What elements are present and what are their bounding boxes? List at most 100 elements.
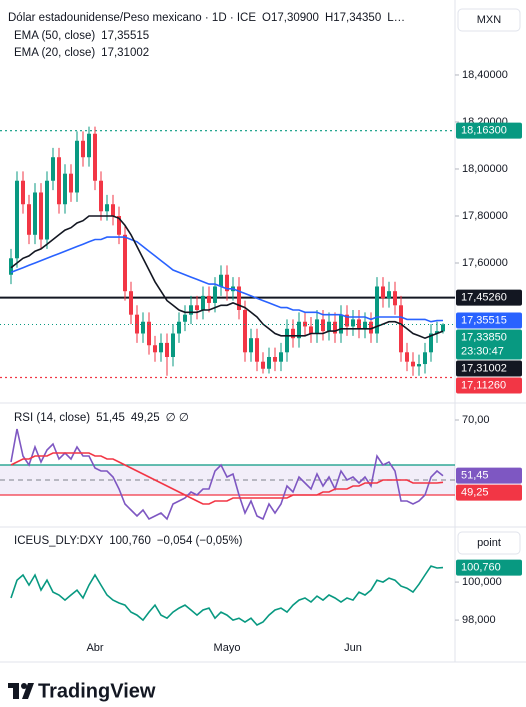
candle-body bbox=[315, 319, 319, 334]
price-tag-label: 17,11260 bbox=[461, 379, 506, 391]
candle-body bbox=[9, 258, 13, 275]
candle-body bbox=[75, 140, 79, 193]
series-line bbox=[10, 428, 444, 521]
candle-body bbox=[393, 291, 397, 306]
candle-body bbox=[171, 333, 175, 357]
candle-body bbox=[363, 321, 367, 329]
candle-body bbox=[21, 180, 25, 205]
y-tick-label: 100,000 bbox=[462, 576, 502, 588]
candle-body bbox=[15, 180, 19, 259]
candle-body bbox=[177, 321, 181, 334]
candle-body bbox=[165, 342, 169, 357]
brand-logo bbox=[8, 683, 34, 699]
legend-text: RSI (14, close) bbox=[14, 412, 90, 424]
series-line bbox=[10, 565, 444, 626]
candle-body bbox=[435, 331, 439, 334]
series-line bbox=[10, 215, 444, 340]
candle-body bbox=[129, 291, 133, 315]
candle-body bbox=[45, 180, 49, 240]
series-line bbox=[10, 236, 444, 323]
y-tick-label: 18,00000 bbox=[462, 163, 508, 175]
candle-body bbox=[81, 140, 85, 158]
x-tick-label: Jun bbox=[344, 642, 362, 654]
candle-body bbox=[321, 319, 325, 332]
candle-body bbox=[57, 157, 61, 205]
candle-body bbox=[99, 180, 103, 212]
candle-body bbox=[243, 309, 247, 353]
candle-body bbox=[351, 319, 355, 327]
y-tick-label: 17,80000 bbox=[462, 210, 508, 222]
legend-text: 17,34350 bbox=[333, 12, 381, 24]
candle-body bbox=[63, 173, 67, 205]
price-tag-label: 17,45260 bbox=[461, 292, 507, 304]
candle-body bbox=[117, 215, 121, 235]
candle-body bbox=[39, 192, 43, 240]
price-tag-label: 18,16300 bbox=[461, 125, 507, 137]
legend-text: 49,25 bbox=[131, 412, 160, 424]
candle-body bbox=[429, 333, 433, 353]
candle-body bbox=[381, 286, 385, 299]
candle-body bbox=[345, 314, 349, 327]
scale-box[interactable] bbox=[457, 531, 521, 555]
x-tick-label: Abr bbox=[86, 642, 103, 654]
candle-body bbox=[225, 274, 229, 292]
candle-body bbox=[105, 204, 109, 212]
series-line bbox=[10, 452, 444, 505]
candle-body bbox=[333, 321, 337, 334]
legend-text: 51,45 bbox=[96, 412, 125, 424]
price-tag bbox=[456, 289, 522, 306]
candle-body bbox=[213, 286, 217, 303]
price-tag-label: 100,760 bbox=[461, 562, 501, 574]
currency-box[interactable] bbox=[457, 8, 521, 32]
legend-text: 17,31002 bbox=[101, 47, 149, 59]
price-tag bbox=[456, 360, 522, 377]
candle-body bbox=[51, 157, 55, 181]
candle-body bbox=[195, 305, 199, 310]
y-tick-label: 70,00 bbox=[462, 414, 490, 426]
candle-body bbox=[111, 204, 115, 216]
candle-body bbox=[93, 133, 97, 181]
price-tag-label: 17,35515 bbox=[461, 314, 507, 326]
candle-body bbox=[87, 133, 91, 158]
candle-body bbox=[237, 286, 241, 310]
candle-body bbox=[27, 204, 31, 235]
candle-body bbox=[309, 326, 313, 334]
candle-body bbox=[249, 338, 253, 353]
brand-name: TradingView bbox=[38, 680, 156, 702]
logo-part bbox=[13, 683, 19, 699]
currency-label: MXN bbox=[477, 14, 502, 26]
scale-label: point bbox=[477, 537, 501, 549]
candle-body bbox=[375, 286, 379, 334]
candle-body bbox=[153, 345, 157, 353]
logo-part bbox=[22, 683, 34, 699]
candle-body bbox=[207, 295, 211, 303]
legend-text: −0,054 (−0,05%) bbox=[157, 535, 243, 547]
legend-text: ∅ ∅ bbox=[166, 412, 189, 424]
candle-body bbox=[219, 274, 223, 287]
candle-body bbox=[291, 328, 295, 339]
candle-body bbox=[147, 321, 151, 346]
price-tag bbox=[456, 329, 522, 360]
price-tag bbox=[456, 484, 522, 501]
candle-body bbox=[123, 234, 127, 292]
candle-body bbox=[273, 356, 277, 362]
logo-part bbox=[21, 683, 27, 689]
price-tag bbox=[456, 377, 522, 394]
candle-body bbox=[141, 321, 145, 334]
candle-body bbox=[189, 305, 193, 315]
price-tag-label: 17,31002 bbox=[461, 362, 507, 374]
candle-body bbox=[387, 291, 391, 299]
candle-body bbox=[261, 361, 265, 369]
candle-body bbox=[201, 295, 205, 310]
candle-body bbox=[69, 173, 73, 193]
candle-body bbox=[327, 321, 331, 332]
candle-body bbox=[369, 321, 373, 334]
candle-body bbox=[405, 352, 409, 362]
candle-body bbox=[297, 321, 301, 339]
y-tick-label: 98,000 bbox=[462, 614, 496, 626]
candle-body bbox=[399, 305, 403, 353]
legend-text: 17,35515 bbox=[101, 30, 149, 42]
legend-text: EMA (50, close) bbox=[14, 30, 95, 42]
